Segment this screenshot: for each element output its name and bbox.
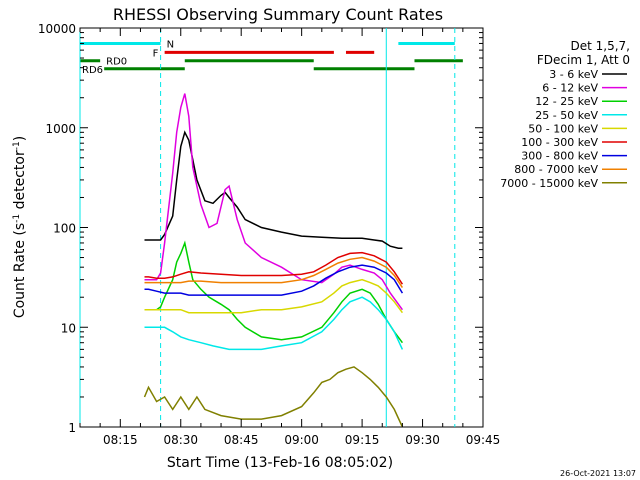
- x-tick-label: 09:45: [466, 433, 501, 447]
- legend-entry-label: 100 - 300 keV: [521, 136, 598, 149]
- x-tick-label: 09:30: [405, 433, 440, 447]
- y-axis-label: Count Rate (s-1 detector-1): [12, 136, 28, 318]
- y-axis-label-sup: -1: [12, 214, 22, 223]
- y-tick-label: 100: [53, 222, 76, 236]
- flag-bar-label: RD0: [106, 57, 127, 68]
- x-tick-label: 08:45: [224, 433, 259, 447]
- series-line: [144, 130, 403, 249]
- legend-entry-label: 800 - 7000 keV: [514, 163, 598, 176]
- legend-entry-label: 6 - 12 keV: [542, 82, 598, 95]
- y-axis-label-sup2: -1: [12, 141, 22, 150]
- y-tick-label: 10000: [38, 22, 76, 36]
- flag-bar-label: F: [153, 48, 159, 59]
- legend-entry-label: 25 - 50 keV: [535, 109, 598, 122]
- legend-entry-label: 7000 - 15000 keV: [500, 177, 598, 190]
- vertical-markers: [79, 28, 456, 427]
- legend-entry-label: 3 - 6 keV: [549, 68, 598, 81]
- x-axis: 08:15 08:30 08:45 09:00 09:15 09:30 09:45: [79, 28, 501, 447]
- x-tick-label: 09:15: [345, 433, 380, 447]
- chart-title: RHESSI Observing Summary Count Rates: [113, 5, 443, 24]
- y-tick-label: 1000: [45, 122, 76, 136]
- series-lines: [143, 93, 404, 427]
- y-axis-label-tail: detector: [12, 150, 28, 214]
- x-axis-label: Start Time (13-Feb-16 08:05:02): [167, 455, 393, 471]
- series-line: [144, 251, 404, 285]
- y-axis-label-end: ): [12, 136, 28, 141]
- x-tick-label: 08:30: [163, 433, 198, 447]
- series-line: [144, 278, 404, 314]
- legend-entry-label: 300 - 800 keV: [521, 150, 598, 163]
- y-tick-label: 10: [61, 321, 76, 335]
- plot-area: [79, 27, 484, 428]
- legend-entry-label: 50 - 100 keV: [528, 122, 598, 135]
- x-tick-label: 09:00: [284, 433, 319, 447]
- legend-header-line2: FDecim 1, Att 0: [537, 53, 630, 67]
- x-tick-label: 08:15: [103, 433, 138, 447]
- timestamp: 26-Oct-2021 13:07: [560, 469, 636, 478]
- y-tick-label: 1: [68, 421, 76, 435]
- series-line: [144, 296, 404, 351]
- flag-bar-label: RD6: [82, 65, 103, 76]
- series-line: [143, 366, 404, 427]
- y-axis: 1 10 100 1000 10000: [38, 22, 483, 435]
- flag-bar-label: N: [167, 39, 174, 50]
- series-line: [144, 264, 404, 296]
- series-line: [144, 256, 404, 289]
- legend-entry-label: 12 - 25 keV: [535, 95, 598, 108]
- series-line: [144, 93, 404, 311]
- y-axis-label-main: Count Rate (s: [12, 223, 28, 318]
- legend-header-line1: Det 1,5,7,: [571, 39, 631, 53]
